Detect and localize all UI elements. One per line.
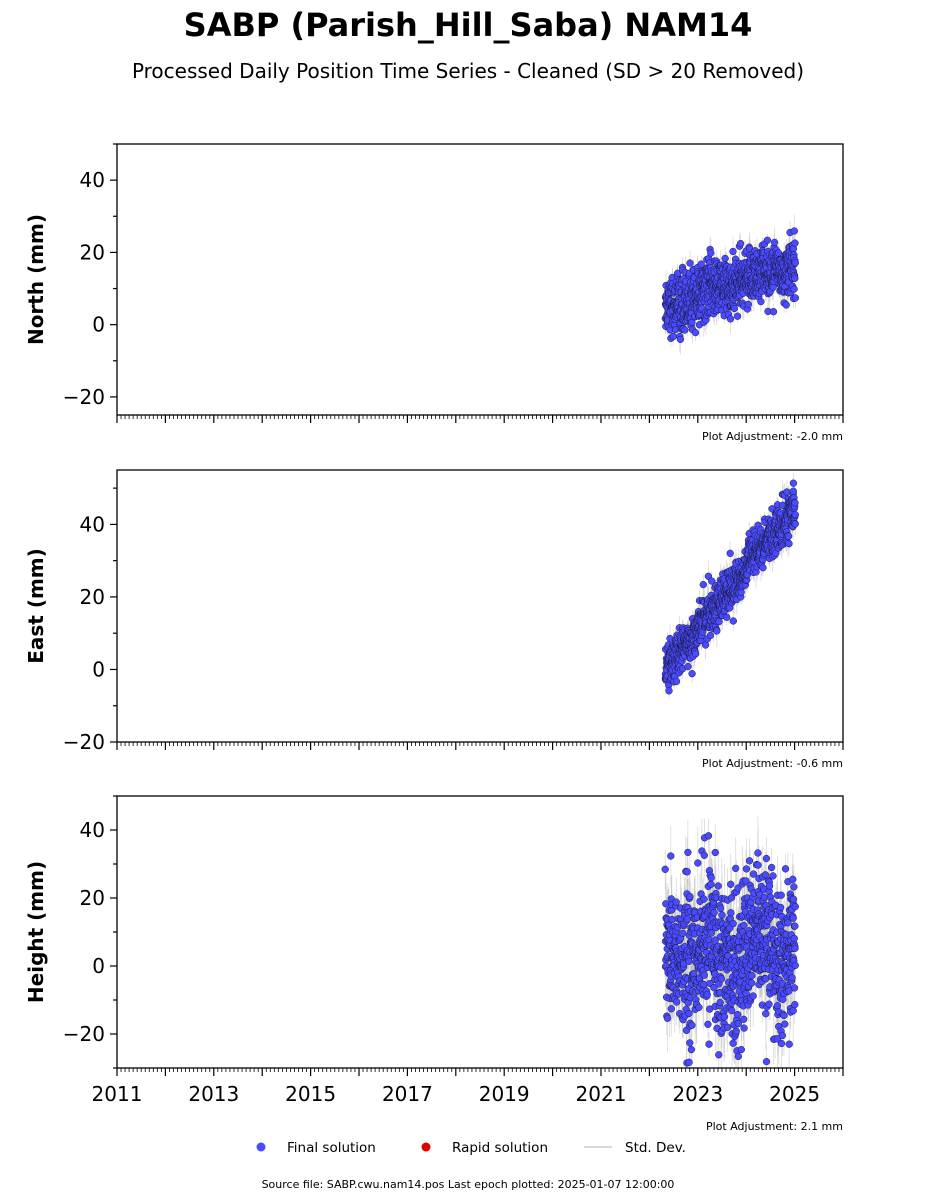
panel-0: −20 0 20 40 North (mm) Plot Adjustment: -2.0 … <box>24 143 844 443</box>
data-point <box>701 641 710 649</box>
data-point <box>681 326 689 334</box>
data-point <box>726 315 735 323</box>
y-tick-label: −20 <box>63 385 105 409</box>
data-point <box>770 238 779 247</box>
data-point <box>713 627 721 635</box>
data-point <box>759 564 767 572</box>
data-point <box>692 650 700 658</box>
data-point <box>763 236 772 244</box>
data-points <box>661 816 799 1068</box>
data-point <box>668 915 676 924</box>
panel-1: −20 0 20 40 East (mm) Plot Adjustment: -0.6 m… <box>24 469 844 770</box>
y-tick-label: 40 <box>80 168 105 192</box>
data-point <box>791 239 799 247</box>
data-point <box>791 259 799 267</box>
data-point <box>673 998 681 1006</box>
data-point <box>721 254 729 263</box>
panels: −20 0 20 40 North (mm) Plot Adjustment: -2.0 … <box>24 143 844 1133</box>
data-point <box>673 269 682 277</box>
data-point <box>715 617 723 626</box>
data-point <box>791 511 799 519</box>
y-ticks: −20 0 20 40 <box>63 143 117 409</box>
data-points <box>661 473 799 698</box>
data-point <box>667 852 675 860</box>
data-point <box>791 520 799 528</box>
y-axis-label: North (mm) <box>24 214 48 345</box>
data-point <box>791 274 799 282</box>
data-point <box>791 499 799 507</box>
data-points <box>661 214 800 355</box>
data-point <box>684 662 692 671</box>
data-point <box>782 301 790 309</box>
y-axis-label: East (mm) <box>24 548 48 664</box>
plot-adjustment-note: Plot Adjustment: -0.6 mm <box>702 757 843 770</box>
data-point <box>744 300 752 308</box>
y-tick-label: 0 <box>92 313 105 337</box>
data-point <box>736 239 745 248</box>
plot-adjustment-note: Plot Adjustment: -2.0 mm <box>702 430 843 443</box>
data-point <box>769 308 778 316</box>
data-point <box>661 865 669 873</box>
data-point <box>729 247 737 256</box>
data-point <box>669 332 677 341</box>
data-point <box>729 617 737 625</box>
y-tick-label: −20 <box>63 730 105 754</box>
figure-title: SABP (Parish_Hill_Saba) NAM14 <box>184 6 753 44</box>
final-solution-points <box>661 227 800 344</box>
data-point <box>667 1005 675 1013</box>
data-point <box>672 898 680 906</box>
data-point <box>789 479 798 487</box>
data-point <box>691 328 700 337</box>
data-point <box>774 249 783 257</box>
data-point <box>783 488 791 496</box>
data-point <box>769 283 777 291</box>
final-solution-points <box>661 479 799 695</box>
y-tick-label: 20 <box>80 585 105 609</box>
data-point <box>699 580 707 589</box>
data-point <box>672 677 681 686</box>
data-point <box>708 577 716 585</box>
data-point <box>726 549 734 557</box>
data-point <box>723 613 731 621</box>
data-point <box>665 687 673 695</box>
data-point <box>706 631 715 640</box>
figure-subtitle: Processed Daily Position Time Series - C… <box>132 59 804 83</box>
data-point <box>688 670 696 678</box>
x-ticks <box>116 415 844 423</box>
data-point <box>733 312 742 320</box>
y-tick-label: 40 <box>80 512 105 536</box>
data-point <box>697 260 705 268</box>
data-point <box>784 532 793 540</box>
data-point <box>663 1014 672 1022</box>
data-point <box>676 335 685 344</box>
data-point <box>662 900 670 908</box>
data-point <box>791 294 800 302</box>
x-ticks <box>116 742 844 750</box>
y-tick-label: 20 <box>80 240 105 264</box>
data-point <box>790 285 798 293</box>
data-point <box>785 540 793 548</box>
data-point <box>790 227 798 235</box>
data-point <box>757 297 765 306</box>
data-point <box>730 304 739 313</box>
final-solution-points <box>661 832 799 1067</box>
y-tick-label: 0 <box>92 657 105 681</box>
y-ticks: −20 0 20 40 <box>63 487 117 754</box>
data-point <box>686 259 694 267</box>
data-point <box>707 249 715 257</box>
data-point <box>789 487 797 495</box>
